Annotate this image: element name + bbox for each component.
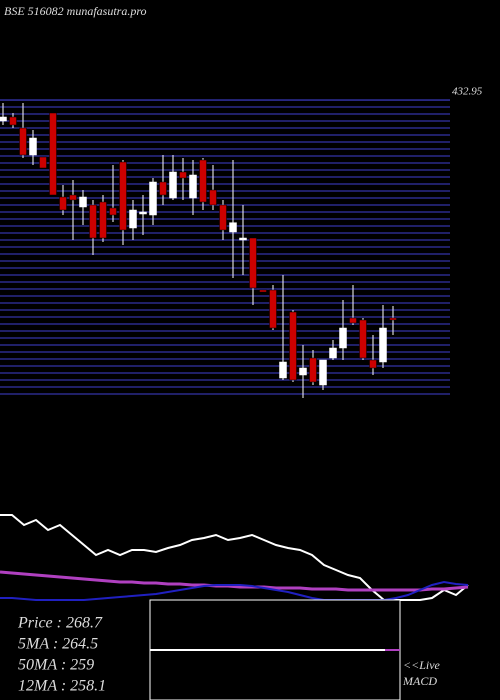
macd-label: <<Live (403, 658, 441, 672)
candle-body (249, 237, 257, 289)
candle-body (379, 327, 387, 363)
candle-body (259, 289, 267, 293)
candle-body (219, 204, 227, 231)
candle-body (309, 357, 317, 383)
candle-body (0, 116, 7, 122)
candle-body (159, 181, 167, 196)
candle-body (179, 171, 187, 179)
indicator-line (0, 570, 469, 592)
info-value: 258.1 (70, 678, 106, 695)
candle-body (189, 174, 197, 199)
candle-body (59, 196, 67, 211)
candle-body (369, 359, 377, 369)
info-label: 12MA : (18, 678, 66, 695)
candle-body (269, 289, 277, 329)
candle-body (89, 204, 97, 239)
candle-body (209, 189, 217, 206)
candle-body (99, 201, 107, 239)
candle-body (229, 222, 237, 233)
indicator-line (0, 580, 469, 601)
candle-body (359, 319, 367, 359)
info-label: 50MA : (18, 657, 66, 674)
candle-body (319, 359, 327, 386)
info-label: Price : (17, 615, 62, 632)
candle-body (299, 367, 307, 376)
candle-body (169, 171, 177, 199)
candle-body (69, 194, 77, 201)
candle-body (389, 317, 397, 321)
candle-body (79, 196, 87, 208)
candle-body (199, 159, 207, 203)
candle-body (279, 361, 287, 379)
chart-title: BSE 516082 munafasutra.pro (4, 4, 147, 18)
candle-body (349, 317, 357, 324)
info-value: 259 (70, 657, 94, 674)
candle-body (289, 311, 297, 381)
candle-body (129, 209, 137, 229)
candle-body (19, 127, 27, 156)
candle-body (39, 156, 47, 169)
info-label: 5MA : (18, 636, 58, 653)
y-tick-label: 432.95 (452, 86, 483, 98)
candle-body (29, 137, 37, 156)
info-value: 264.5 (62, 636, 98, 653)
candle-body (149, 181, 157, 216)
macd-label: MACD (402, 674, 437, 688)
candle-body (49, 112, 57, 196)
candle-body (109, 207, 117, 216)
candle-body (239, 237, 247, 241)
candle-body (9, 116, 17, 126)
candle-body (329, 347, 337, 359)
candle-body (339, 327, 347, 349)
candle-body (139, 211, 147, 215)
candle-body (119, 161, 127, 231)
info-value: 268.7 (66, 615, 103, 632)
